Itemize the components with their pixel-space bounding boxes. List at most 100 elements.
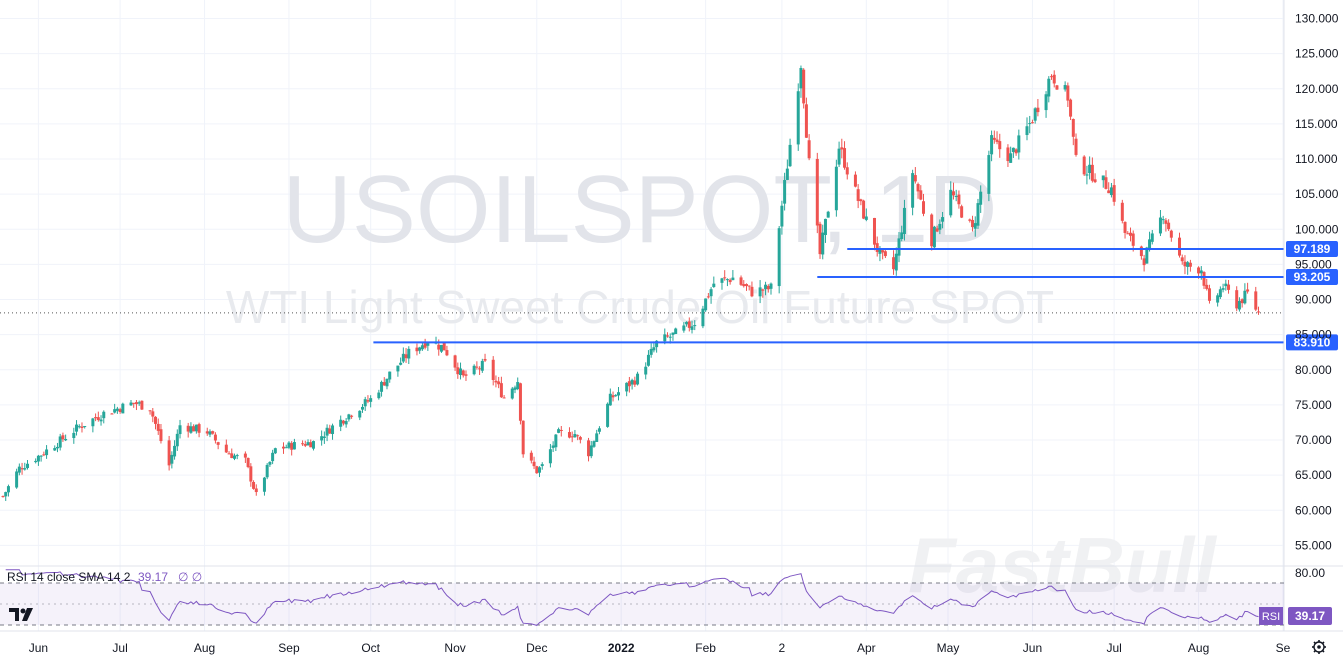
candle-body <box>262 477 266 492</box>
candle-body <box>739 277 743 285</box>
candle-body <box>780 205 784 227</box>
description-watermark: WTI Light Sweet Crude Oil Future SPOT <box>226 281 1054 333</box>
candle-body <box>64 438 68 441</box>
candle-body <box>666 335 670 337</box>
candle-body <box>864 216 868 220</box>
candle-body <box>881 250 885 253</box>
candle-body <box>998 141 1002 150</box>
candle-body <box>1104 177 1108 189</box>
candle-body <box>913 175 917 182</box>
candle-body <box>224 444 228 453</box>
price-axis[interactable]: 55.000 60.000 65.000 70.000 75.000 80.000 85.0… <box>1295 12 1339 553</box>
candle-body <box>872 217 876 245</box>
candle-body <box>290 443 294 450</box>
candle-body <box>1066 85 1070 101</box>
candle-body <box>1093 179 1097 183</box>
candle-body <box>211 431 215 434</box>
candle-body <box>480 360 484 371</box>
candle-body <box>115 408 119 411</box>
candle-body <box>1074 138 1078 155</box>
candle-body <box>284 447 288 449</box>
price-tick: 130.000 <box>1295 12 1339 26</box>
candle-body <box>976 203 980 226</box>
candle-body <box>1128 232 1132 236</box>
candle-body <box>437 344 441 350</box>
candle-body <box>538 467 542 473</box>
candle-body <box>328 428 332 434</box>
svg-text:97.189: 97.189 <box>1294 242 1331 256</box>
candle-body <box>1033 108 1037 121</box>
candle-body <box>1237 300 1241 310</box>
candle-body <box>1071 119 1075 137</box>
support-resistance-levels[interactable]: 97.189 93.205 83.910 <box>373 241 1338 351</box>
gear-icon[interactable] <box>1312 640 1326 654</box>
candle-body <box>971 219 975 228</box>
candle-body <box>382 382 386 386</box>
candle-body <box>625 382 629 392</box>
tradingview-logo-icon[interactable] <box>8 604 36 624</box>
candle-body <box>1 496 5 498</box>
candle-body <box>902 207 906 234</box>
candle-body <box>42 454 46 456</box>
candle-body <box>1180 257 1184 262</box>
candle-body <box>216 442 220 445</box>
candle-body <box>192 426 196 432</box>
candle-body <box>34 460 38 463</box>
candle-body <box>783 180 787 204</box>
candle-body <box>785 168 789 180</box>
candle-body <box>1188 262 1192 267</box>
candle-body <box>1161 219 1165 221</box>
time-tick: Aug <box>194 641 215 655</box>
candle-body <box>845 167 849 175</box>
candle-body <box>649 348 653 355</box>
candle-body <box>154 416 158 424</box>
candle-body <box>309 442 313 448</box>
candle-body <box>358 410 362 418</box>
candle-body <box>834 166 838 211</box>
candle-body <box>77 426 81 428</box>
candle-body <box>627 381 631 387</box>
candle-body <box>1030 122 1034 124</box>
candle-body <box>992 137 996 140</box>
candle-body <box>652 347 656 351</box>
time-axis[interactable]: Jun Jul Aug Sep Oct Nov Dec 2022 Feb 2 Apr May Jun Ju… <box>29 641 1291 655</box>
candle-body <box>853 174 857 187</box>
candle-body <box>1107 190 1111 194</box>
price-tick: 85.000 <box>1295 328 1332 342</box>
candle-body <box>1120 202 1124 221</box>
candle-body <box>55 446 59 449</box>
candle-body <box>175 433 179 447</box>
candle-body <box>764 284 768 290</box>
candle-body <box>418 347 422 351</box>
candle-body <box>559 429 563 432</box>
candle-body <box>249 466 253 482</box>
candle-body <box>1009 153 1013 163</box>
candle-body <box>589 445 593 457</box>
candle-body <box>731 277 735 281</box>
candle-body <box>399 362 403 365</box>
candle-body <box>461 370 465 376</box>
candle-body <box>821 232 825 255</box>
candle-body <box>1055 85 1059 90</box>
candle-body <box>1109 187 1113 196</box>
candle-body <box>401 353 405 362</box>
candle-body <box>720 278 724 283</box>
candle-body <box>987 155 991 194</box>
candle-body <box>597 428 601 432</box>
price-tick: 115.000 <box>1295 117 1338 131</box>
candle-body <box>663 334 667 342</box>
candle-body <box>1006 147 1010 162</box>
candle-body <box>1126 233 1130 235</box>
rsi-legend-value: 39.17 <box>138 570 168 584</box>
rsi-legend[interactable]: RSI 14 close SMA 14 2 39.17 ∅ ∅ <box>7 570 202 584</box>
candle-body <box>1063 85 1067 90</box>
candle-body <box>36 455 40 462</box>
candle-body <box>341 420 345 424</box>
candle-body <box>1224 283 1228 287</box>
candle-body <box>1017 135 1021 153</box>
candle-body <box>954 195 958 197</box>
candle-body <box>271 452 275 462</box>
candle-body <box>521 420 525 455</box>
